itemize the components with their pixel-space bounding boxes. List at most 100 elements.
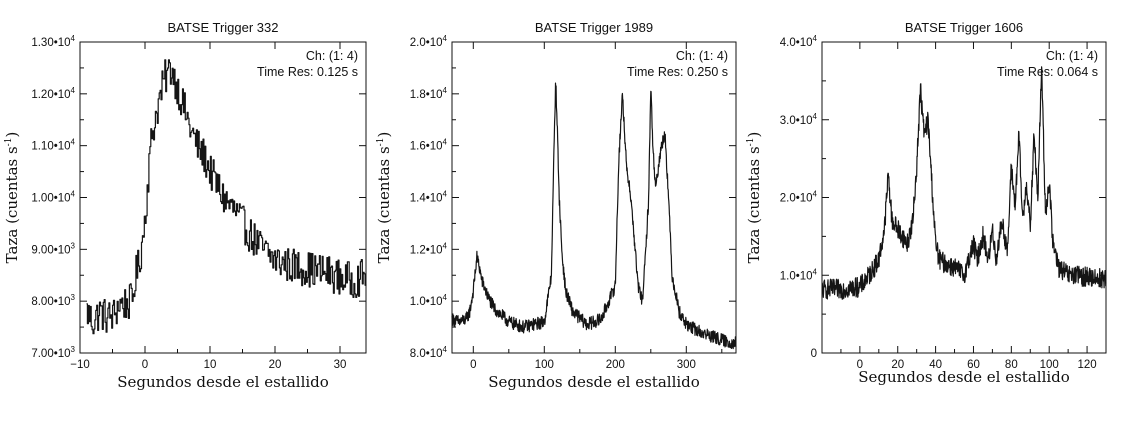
light-curve-series bbox=[86, 59, 367, 335]
y-tick-exponent: 4 bbox=[71, 86, 76, 95]
y-tick-label: 1.30•104 bbox=[31, 34, 75, 49]
y-tick-mantissa: 8.00•10 bbox=[31, 296, 70, 308]
y-tick-mantissa: 1.30•10 bbox=[31, 37, 70, 49]
chart-annotation: Ch: (1: 4) bbox=[676, 49, 728, 63]
y-tick-exponent: 4 bbox=[813, 190, 818, 199]
y-axis-label: Taza (cuentas s-1) bbox=[375, 132, 393, 264]
y-tick-exponent: 4 bbox=[71, 34, 76, 43]
y-axis-label: Taza (cuentas s-1) bbox=[745, 132, 763, 264]
y-tick-exponent: 4 bbox=[443, 86, 448, 95]
y-tick-mantissa: 2.0•10 bbox=[410, 37, 443, 49]
y-axis-label-exponent: -1 bbox=[376, 138, 386, 147]
y-tick-exponent: 3 bbox=[71, 293, 76, 302]
y-tick-mantissa: 3.0•10 bbox=[780, 115, 813, 127]
y-axis-label-close: ) bbox=[745, 132, 763, 138]
chart-annotation: Ch: (1: 4) bbox=[306, 49, 358, 63]
y-tick-label: 0 bbox=[811, 348, 817, 360]
x-tick-label: 0 bbox=[857, 359, 863, 371]
x-tick-label: 20 bbox=[891, 359, 904, 371]
y-axis-label-text: Taza (cuentas s bbox=[745, 146, 763, 263]
y-tick-exponent: 3 bbox=[71, 345, 76, 354]
y-tick-mantissa: 2.0•10 bbox=[780, 193, 813, 205]
y-tick-label: 1.10•104 bbox=[31, 138, 75, 153]
y-tick-exponent: 3 bbox=[71, 241, 76, 250]
y-tick-label: 2.0•104 bbox=[780, 190, 818, 205]
y-tick-mantissa: 1.6•10 bbox=[410, 141, 443, 153]
y-tick-exponent: 4 bbox=[443, 138, 448, 147]
y-tick-exponent: 4 bbox=[813, 267, 818, 276]
y-tick-label: 1.0•104 bbox=[410, 293, 448, 308]
x-tick-label: 200 bbox=[606, 359, 625, 371]
y-axis-label-close: ) bbox=[3, 132, 21, 138]
y-tick-exponent: 4 bbox=[443, 293, 448, 302]
y-tick-label: 1.6•104 bbox=[410, 138, 448, 153]
y-tick-mantissa: 0 bbox=[811, 348, 817, 360]
y-tick-exponent: 4 bbox=[443, 241, 448, 250]
light-curve-series bbox=[451, 82, 737, 350]
y-tick-label: 9.00•103 bbox=[31, 241, 75, 256]
y-tick-label: 1.0•104 bbox=[780, 267, 818, 282]
y-tick-exponent: 4 bbox=[443, 190, 448, 199]
y-axis-label-text: Taza (cuentas s bbox=[375, 146, 393, 263]
y-tick-exponent: 4 bbox=[813, 112, 818, 121]
chart-annotation: Time Res: 0.125 s bbox=[257, 65, 358, 79]
y-tick-exponent: 4 bbox=[71, 138, 76, 147]
y-tick-exponent: 4 bbox=[71, 190, 76, 199]
light-curve-series bbox=[821, 66, 1107, 300]
y-tick-mantissa: 1.8•10 bbox=[410, 89, 443, 101]
y-tick-label: 2.0•104 bbox=[410, 34, 448, 49]
plot-frame bbox=[821, 41, 1107, 354]
y-tick-label: 1.00•104 bbox=[31, 190, 75, 205]
y-tick-label: 1.20•104 bbox=[31, 86, 75, 101]
y-tick-exponent: 4 bbox=[443, 345, 448, 354]
y-tick-mantissa: 1.20•10 bbox=[31, 89, 70, 101]
x-tick-label: 60 bbox=[967, 359, 980, 371]
x-tick-label: 120 bbox=[1077, 359, 1096, 371]
x-axis-label: Segundos desde el estallido bbox=[488, 373, 700, 391]
x-tick-label: 100 bbox=[535, 359, 554, 371]
x-tick-label: 40 bbox=[929, 359, 942, 371]
x-tick-label: 80 bbox=[1005, 359, 1018, 371]
x-tick-label: 0 bbox=[142, 359, 148, 371]
x-axis-label: Segundos desde el estallido bbox=[858, 368, 1070, 386]
y-axis-label-text: Taza (cuentas s bbox=[3, 146, 21, 263]
y-tick-label: 4.0•104 bbox=[780, 34, 818, 49]
y-tick-label: 1.8•104 bbox=[410, 86, 448, 101]
chart-title: BATSE Trigger 1989 bbox=[535, 20, 653, 35]
x-tick-label: 20 bbox=[269, 359, 282, 371]
y-tick-mantissa: 8.0•10 bbox=[410, 348, 443, 360]
chart-annotation: Time Res: 0.250 s bbox=[627, 65, 728, 79]
y-tick-label: 3.0•104 bbox=[780, 112, 818, 127]
y-tick-mantissa: 1.2•10 bbox=[410, 244, 443, 256]
chart-panel-1: BATSE Trigger 332−10 0 10 20 307.00•1038.00•… bbox=[3, 20, 367, 391]
y-axis-label: Taza (cuentas s-1) bbox=[3, 132, 21, 264]
y-tick-mantissa: 1.0•10 bbox=[780, 270, 813, 282]
y-tick-mantissa: 1.10•10 bbox=[31, 141, 70, 153]
x-tick-label: 0 bbox=[470, 359, 476, 371]
x-axis-label: Segundos desde el estallido bbox=[117, 373, 329, 391]
y-tick-mantissa: 1.0•10 bbox=[410, 296, 443, 308]
y-tick-label: 8.0•104 bbox=[410, 345, 448, 360]
y-tick-label: 7.00•103 bbox=[31, 345, 75, 360]
chart-annotation: Ch: (1: 4) bbox=[1046, 49, 1098, 63]
y-tick-exponent: 4 bbox=[443, 34, 448, 43]
y-axis-label-exponent: -1 bbox=[746, 138, 756, 147]
y-axis-label-exponent: -1 bbox=[4, 138, 14, 147]
y-tick-mantissa: 9.00•10 bbox=[31, 244, 70, 256]
x-tick-label: 30 bbox=[334, 359, 347, 371]
y-axis-label-close: ) bbox=[375, 132, 393, 138]
y-tick-mantissa: 1.4•10 bbox=[410, 193, 443, 205]
y-tick-label: 8.00•103 bbox=[31, 293, 75, 308]
y-tick-label: 1.4•104 bbox=[410, 190, 448, 205]
y-tick-mantissa: 1.00•10 bbox=[31, 193, 70, 205]
x-tick-label: 100 bbox=[1040, 359, 1059, 371]
x-tick-label: −10 bbox=[70, 359, 90, 371]
x-tick-label: 300 bbox=[677, 359, 696, 371]
y-tick-exponent: 4 bbox=[813, 34, 818, 43]
chart-title: BATSE Trigger 1606 bbox=[905, 20, 1023, 35]
chart-annotation: Time Res: 0.064 s bbox=[997, 65, 1098, 79]
y-tick-mantissa: 7.00•10 bbox=[31, 348, 70, 360]
y-tick-label: 1.2•104 bbox=[410, 241, 448, 256]
